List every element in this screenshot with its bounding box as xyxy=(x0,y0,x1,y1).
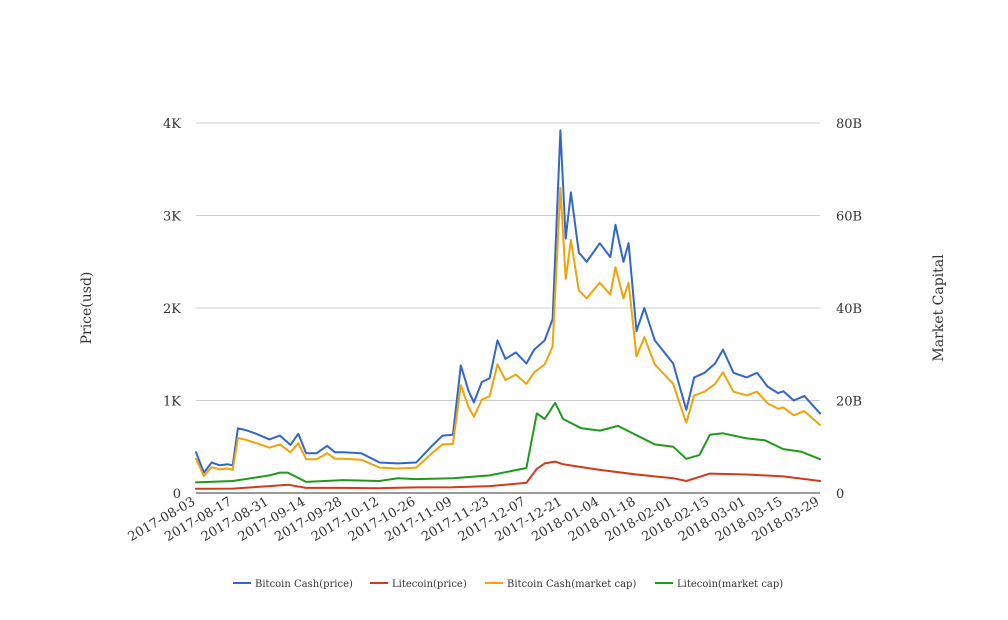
y-axis-title: Price(usd) xyxy=(79,272,95,345)
legend: Bitcoin Cash(price) Litecoin(price) Bitcoi… xyxy=(233,579,783,590)
y2-axis-title: Market Capital xyxy=(931,254,947,362)
series-line-litecoin-price xyxy=(195,460,821,490)
y2-tick-label: 80B xyxy=(836,117,862,132)
y-tick-label: 0 xyxy=(173,487,181,502)
gridlines xyxy=(196,122,820,494)
y-tick-label: 3K xyxy=(163,210,181,225)
y2-tick-label: 0 xyxy=(836,487,844,502)
y-tick-label: 2K xyxy=(163,302,181,317)
series-line-litecoin-market-cap xyxy=(195,401,821,484)
y2-tick-label: 20B xyxy=(836,395,862,410)
y2-tick-label: 60B xyxy=(836,210,862,225)
y2-tick-label: 40B xyxy=(836,302,862,317)
series-lines xyxy=(195,129,821,490)
legend-label: Litecoin(market cap) xyxy=(677,579,783,590)
legend-label: Bitcoin Cash(market cap) xyxy=(507,579,636,590)
series-line-bitcoin-cash-price xyxy=(195,129,821,474)
y-tick-label: 1K xyxy=(163,395,181,410)
legend-label: Bitcoin Cash(price) xyxy=(255,579,353,590)
legend-label: Litecoin(price) xyxy=(392,579,467,590)
series-line-bitcoin-cash-market-cap xyxy=(195,186,821,477)
y-tick-label: 4K xyxy=(163,117,181,132)
